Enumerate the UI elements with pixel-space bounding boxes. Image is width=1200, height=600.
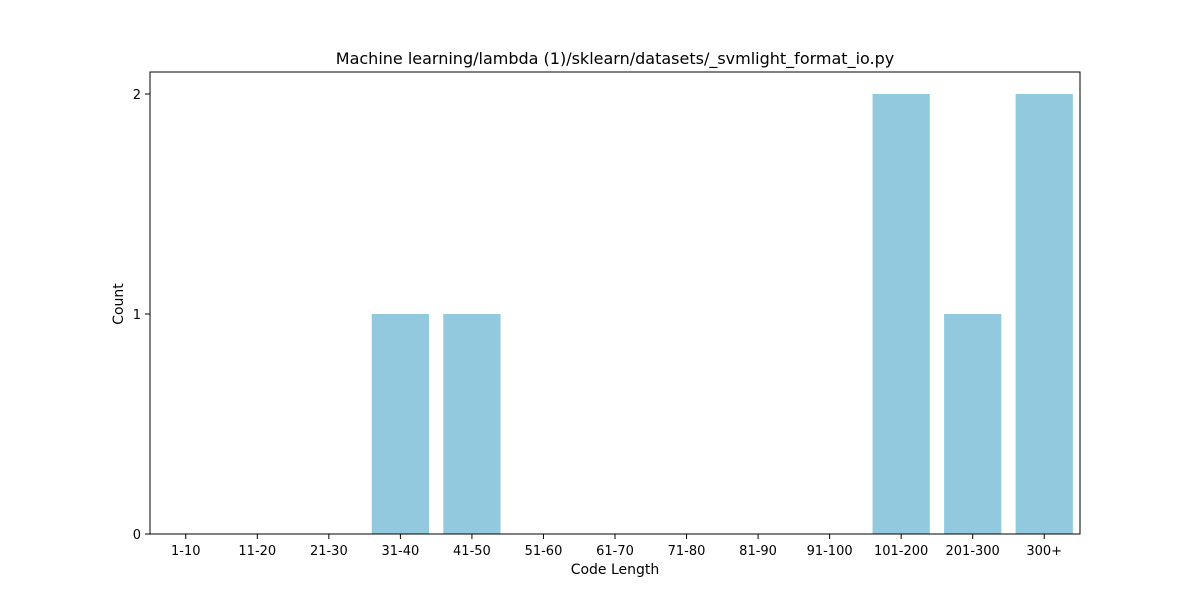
x-axis-label: Code Length [571, 562, 660, 578]
y-tick-label: 0 [133, 528, 141, 543]
x-axis-ticks: 1-10 11-20 21-30 31-40 41-50 51-60 61-70 71-80 8… [171, 534, 1062, 559]
x-tick-label: 81-90 [739, 544, 777, 559]
x-tick-label: 201-300 [946, 544, 1000, 559]
x-tick-label: 51-60 [525, 544, 563, 559]
x-tick-label: 101-200 [874, 544, 928, 559]
x-tick-label: 1-10 [171, 544, 201, 559]
y-axis-label: Count [111, 283, 127, 325]
bar-300+ [1015, 94, 1073, 534]
x-tick-label: 61-70 [596, 544, 634, 559]
x-tick-label: 71-80 [668, 544, 706, 559]
bar-31-40 [371, 314, 429, 534]
x-tick-label: 300+ [1026, 544, 1062, 559]
bar-201-300 [944, 314, 1002, 534]
plot-area-frame [149, 71, 1081, 535]
bars-group [371, 94, 1073, 534]
y-tick-label: 1 [133, 308, 141, 323]
chart-title: Machine learning/lambda (1)/sklearn/data… [336, 49, 894, 69]
y-axis-ticks: 0 1 2 [133, 88, 150, 543]
x-tick-label: 11-20 [238, 544, 276, 559]
bar-41-50 [443, 314, 501, 534]
x-tick-label: 91-100 [807, 544, 853, 559]
y-tick-label: 2 [133, 88, 141, 103]
bar-101-200 [872, 94, 930, 534]
x-tick-label: 31-40 [381, 544, 419, 559]
x-tick-label: 41-50 [453, 544, 491, 559]
x-tick-label: 21-30 [310, 544, 348, 559]
